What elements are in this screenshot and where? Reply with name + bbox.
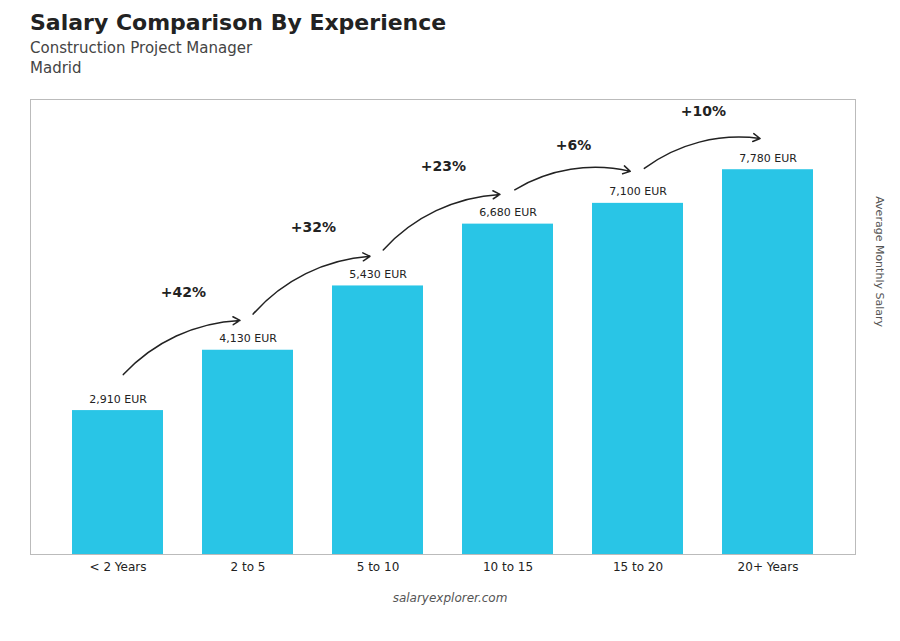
svg-text:+32%: +32% [291,219,336,235]
svg-text:15 to 20: 15 to 20 [613,560,663,574]
html-text:Construction Project Manager: Construction Project Manager [30,39,253,57]
svg-text:+42%: +42% [161,284,206,300]
html-text:Madrid: Madrid [30,59,82,77]
svg-text:+6%: +6% [556,137,592,153]
svg-text:5,430 EUR: 5,430 EUR [349,268,407,281]
svg-text:10 to 15: 10 to 15 [483,560,533,574]
svg-text:7,780 EUR: 7,780 EUR [739,152,797,165]
svg-text:7,100 EUR: 7,100 EUR [609,185,667,198]
html-text:salaryexplorer.com: salaryexplorer.com [392,591,508,605]
svg-text:2 to 5: 2 to 5 [231,560,266,574]
svg-text:2,910 EUR: 2,910 EUR [89,393,147,406]
html-text:Salary Comparison By Experienc: Salary Comparison By Experience [30,10,447,35]
svg-text:4,130 EUR: 4,130 EUR [219,332,277,345]
svg-text:20+ Years: 20+ Years [738,560,799,574]
svg-text:+10%: +10% [681,103,726,119]
svg-text:< 2 Years: < 2 Years [90,560,147,574]
svg-text:6,680 EUR: 6,680 EUR [479,206,537,219]
svg-text:5 to 10: 5 to 10 [357,560,400,574]
svg-text:Average Monthly Salary: Average Monthly Salary [873,196,886,327]
svg-text:+23%: +23% [421,158,466,174]
